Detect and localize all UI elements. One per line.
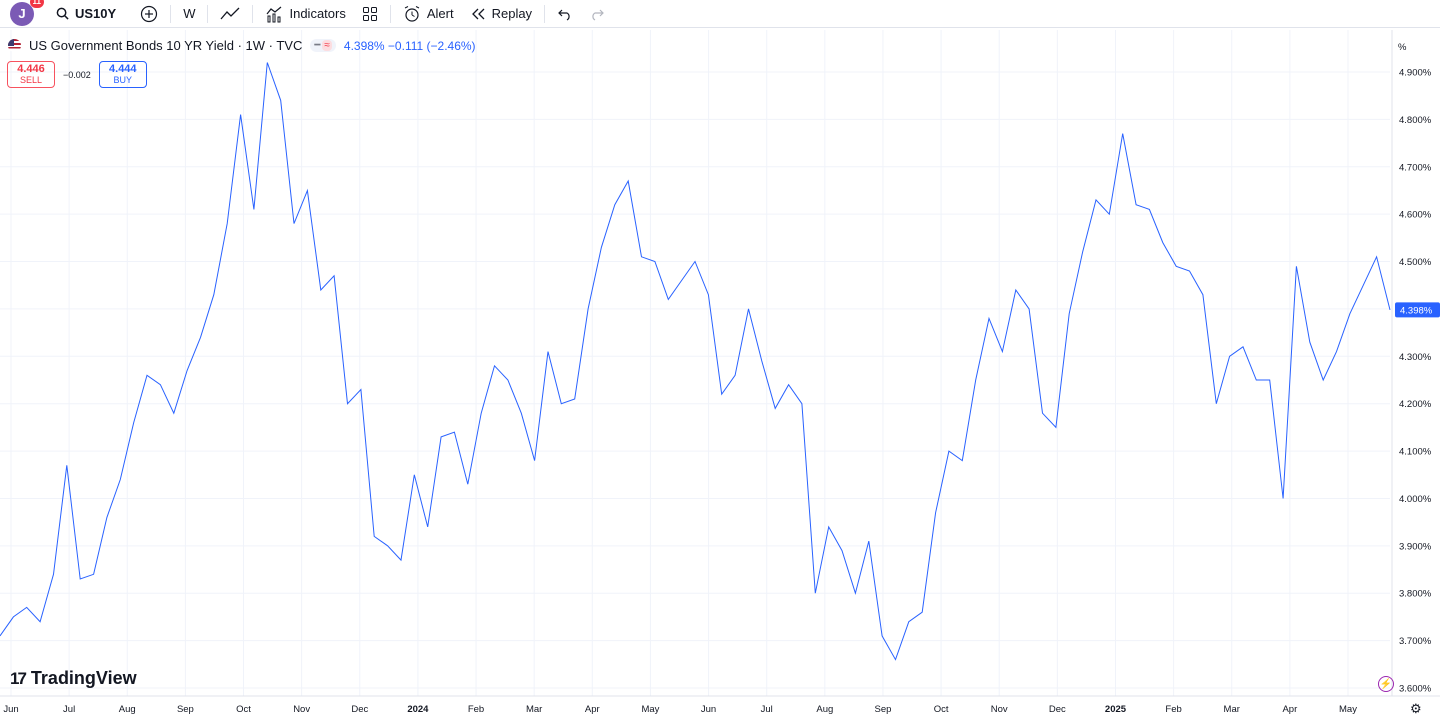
legend-title: US Government Bonds 10 YR Yield · 1W · T…	[29, 38, 303, 53]
time-axis: Jun Jul Aug Sep Oct Nov Dec 2024 Feb Mar Apr May Jun…	[3, 704, 1357, 715]
logo-mark: 17	[10, 668, 27, 688]
y-tick-label: 4.100%	[1399, 447, 1432, 458]
gear-icon[interactable]: ⚙	[1410, 701, 1422, 716]
plus-circle-icon	[141, 5, 158, 22]
line-chart-icon	[220, 7, 240, 19]
symbol-search[interactable]: US10Y	[48, 0, 124, 28]
x-tick-label: Feb	[468, 704, 484, 715]
x-tick-label: Feb	[1165, 704, 1181, 715]
y-tick-label: 4.700%	[1399, 162, 1432, 173]
x-tick-label: Nov	[991, 704, 1008, 715]
x-tick-label: Apr	[1282, 704, 1297, 715]
x-tick-label: Aug	[119, 704, 136, 715]
trade-panel: 4.446 SELL −0.002 4.444 BUY	[7, 61, 147, 88]
x-tick-label: Jul	[63, 704, 75, 715]
x-tick-label: Dec	[351, 704, 368, 715]
buy-button[interactable]: 4.444 BUY	[98, 61, 147, 88]
toolbar-divider	[544, 4, 546, 23]
last-price-box	[1395, 302, 1440, 318]
x-tick-label: Sep	[875, 704, 892, 715]
y-tick-label: 4.000%	[1399, 494, 1432, 505]
price-axis: 4.900%4.800%4.700%4.600%4.500%4.400%4.30…	[1399, 68, 1432, 695]
interval-label: W	[183, 6, 196, 21]
undo-icon	[558, 9, 570, 21]
x-tick-label: Dec	[1049, 704, 1066, 715]
us-flag-icon	[8, 39, 21, 52]
user-avatar[interactable]: J 11	[10, 0, 44, 26]
x-tick-label: Mar	[1224, 704, 1240, 715]
x-tick-label: May	[641, 704, 659, 715]
layout-button[interactable]	[354, 0, 386, 28]
lightning-icon[interactable]: ⚡	[1378, 676, 1394, 692]
x-tick-label: 2024	[407, 704, 429, 715]
chart-grid	[0, 30, 1390, 696]
x-tick-label: 2025	[1105, 704, 1127, 715]
replay-button[interactable]: Replay	[462, 0, 540, 28]
y-tick-label: 4.600%	[1399, 210, 1432, 221]
x-tick-label: Nov	[293, 704, 310, 715]
alert-button[interactable]: Alert	[395, 0, 462, 28]
top-toolbar: J 11 US10Y W Indicators Alert Replay	[0, 0, 1440, 28]
x-tick-label: Mar	[526, 704, 542, 715]
buy-price: 4.444	[109, 62, 137, 75]
redo-icon	[592, 9, 604, 21]
last-price-marker: 4.398%	[1395, 302, 1440, 318]
x-tick-label: Oct	[934, 704, 949, 715]
undo-button[interactable]	[549, 0, 581, 28]
tradingview-logo[interactable]: 17 TradingView	[10, 668, 137, 689]
search-icon	[56, 7, 69, 20]
indicators-button[interactable]: Indicators	[257, 0, 353, 28]
sell-price: 4.446	[17, 62, 45, 75]
y-tick-label: 4.300%	[1399, 352, 1432, 363]
redo-button[interactable]	[581, 0, 613, 28]
legend-toggle[interactable]: ━ ≈	[310, 39, 336, 52]
chart-type-button[interactable]	[212, 0, 248, 28]
chart-legend: US Government Bonds 10 YR Yield · 1W · T…	[8, 38, 476, 53]
replay-label: Replay	[491, 6, 533, 21]
y-unit-label: %	[1398, 42, 1407, 53]
minus-icon: ━	[314, 40, 321, 51]
x-tick-label: Jun	[3, 704, 18, 715]
y-tick-label: 4.900%	[1399, 68, 1432, 79]
toolbar-divider	[170, 4, 172, 23]
toolbar-divider	[252, 4, 254, 23]
alert-label: Alert	[426, 6, 454, 21]
x-tick-label: May	[1339, 704, 1357, 715]
y-tick-label: 4.200%	[1399, 399, 1432, 410]
series-line	[0, 62, 1391, 661]
layout-grid-icon	[362, 6, 377, 21]
y-tick-label: 4.800%	[1399, 115, 1432, 126]
rewind-icon	[471, 8, 485, 19]
interval-button[interactable]: W	[175, 0, 203, 28]
indicators-label: Indicators	[289, 6, 346, 21]
x-tick-label: Jul	[761, 704, 773, 715]
indicators-icon	[267, 6, 282, 22]
approx-icon: ≈	[322, 40, 332, 51]
sell-label: SELL	[19, 74, 43, 85]
spread-value: −0.002	[63, 69, 91, 80]
legend-values: 4.398% −0.111 (−2.46%)	[343, 38, 476, 53]
symbol-label: US10Y	[75, 6, 117, 21]
x-tick-label: Jun	[701, 704, 716, 715]
y-tick-label: 3.900%	[1399, 541, 1432, 552]
x-tick-label: Oct	[236, 704, 251, 715]
alarm-clock-icon	[404, 5, 420, 22]
toolbar-divider	[389, 4, 391, 23]
y-tick-label: 3.800%	[1399, 589, 1432, 600]
toolbar-divider	[207, 4, 209, 23]
y-tick-label: 4.500%	[1399, 257, 1432, 268]
x-tick-label: Apr	[585, 704, 600, 715]
buy-label: BUY	[113, 74, 133, 85]
x-tick-label: Aug	[816, 704, 833, 715]
sell-button[interactable]: 4.446 SELL	[7, 61, 55, 88]
logo-text: TradingView	[30, 668, 137, 688]
y-tick-label: 3.600%	[1399, 684, 1432, 695]
avatar-letter: J	[18, 6, 26, 21]
notification-badge: 11	[29, 0, 44, 8]
y-tick-label: 3.700%	[1399, 636, 1432, 647]
compare-button[interactable]	[132, 0, 166, 28]
x-tick-label: Sep	[177, 704, 194, 715]
last-price-label: 4.398%	[1400, 305, 1433, 316]
